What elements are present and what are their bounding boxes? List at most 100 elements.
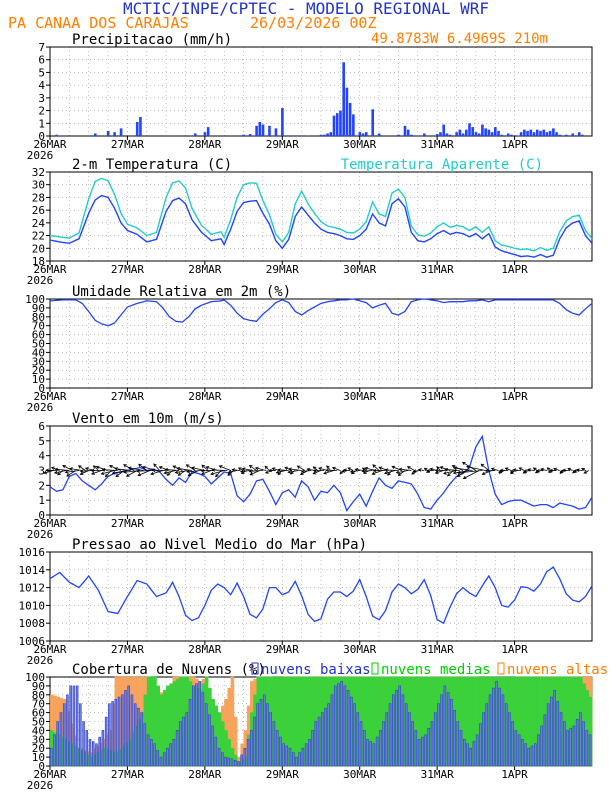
precip-bar bbox=[349, 103, 352, 136]
precip-bar bbox=[323, 135, 326, 136]
wind-vectors bbox=[44, 462, 589, 478]
temp-xtick-label: 29MAR bbox=[266, 263, 299, 276]
precip-bar bbox=[404, 126, 407, 136]
precip-bar bbox=[336, 113, 339, 136]
precip-bar bbox=[581, 135, 584, 136]
wind-ytick-label: 1 bbox=[38, 494, 45, 507]
apparent-temp-line bbox=[50, 178, 592, 250]
cloud-bar bbox=[266, 704, 268, 766]
precip-bar bbox=[497, 131, 500, 136]
cloud-bar bbox=[563, 722, 565, 767]
precip-ytick-label: 4 bbox=[38, 79, 45, 92]
cloud-bar bbox=[302, 748, 304, 766]
cloud-bar bbox=[173, 739, 175, 766]
cloud-bar bbox=[63, 704, 65, 766]
pressure-ytick-label: 1010 bbox=[19, 599, 46, 612]
cloud-bar bbox=[212, 726, 214, 766]
precip-bar bbox=[107, 131, 110, 136]
pressure-xtick-label: 1APR bbox=[501, 643, 528, 656]
cloud-bar bbox=[576, 719, 578, 766]
cloud-bar bbox=[189, 699, 191, 766]
cloud-bar bbox=[502, 695, 504, 766]
precip-bar bbox=[255, 126, 258, 136]
cloud-bar bbox=[325, 708, 327, 766]
cloud-legend-label: nuvens altas bbox=[507, 662, 608, 678]
precip-bar bbox=[352, 114, 355, 136]
cloud-bar bbox=[286, 746, 288, 766]
cloud-bar bbox=[186, 713, 188, 766]
rh-line bbox=[50, 299, 592, 326]
cloud-bar bbox=[112, 701, 114, 766]
temp-xtick-label: 1APR bbox=[501, 263, 528, 276]
precip-xtick-label: 31MAR bbox=[421, 138, 454, 151]
temp-year-label: 2026 bbox=[27, 274, 54, 287]
rh-title: Umidade Relativa em 2m (%) bbox=[72, 284, 291, 300]
precip-bar bbox=[371, 109, 374, 136]
precip-title: Precipitacao (mm/h) bbox=[72, 32, 232, 48]
precip-bar bbox=[530, 130, 533, 136]
pressure-title: Pressao ao Nivel Medio do Mar (hPa) bbox=[72, 537, 367, 553]
cloud-bar bbox=[508, 713, 510, 766]
cloud-bar bbox=[466, 744, 468, 766]
cloud-bar bbox=[447, 693, 449, 766]
location-name: PA CANAA DOS CARAJAS bbox=[8, 14, 189, 32]
temp-ytick-label: 28 bbox=[32, 191, 45, 204]
rh-grid bbox=[50, 299, 592, 388]
rh-xtick-label: 31MAR bbox=[421, 390, 454, 403]
cloud-bar bbox=[437, 704, 439, 766]
cloud-bar bbox=[154, 744, 156, 766]
cloud-bar bbox=[225, 757, 227, 766]
pressure-ytick-label: 1016 bbox=[19, 546, 46, 559]
precip-bar bbox=[478, 133, 481, 136]
precip-xtick-label: 1APR bbox=[501, 138, 528, 151]
precip-ytick-label: 1 bbox=[38, 117, 45, 130]
cloud-bar bbox=[295, 757, 297, 766]
cloud-bar bbox=[218, 748, 220, 766]
precip-bar bbox=[526, 131, 529, 136]
temp-xtick-label: 30MAR bbox=[343, 263, 376, 276]
cloud-bar bbox=[105, 717, 107, 766]
rh-xtick-label: 29MAR bbox=[266, 390, 299, 403]
pressure-grid bbox=[50, 552, 592, 641]
cloud-bar bbox=[205, 704, 207, 766]
cloud-bar bbox=[586, 730, 588, 766]
rh-year-label: 2026 bbox=[27, 401, 54, 414]
cloud-title: Cobertura de Nuvens (%) bbox=[72, 662, 266, 678]
wind-ytick-label: 2 bbox=[38, 479, 45, 492]
cloud-bar bbox=[70, 686, 72, 766]
cloud-bar bbox=[160, 695, 163, 766]
cloud-bar bbox=[195, 684, 197, 766]
cloud-bar bbox=[60, 713, 62, 766]
precip-ytick-label: 3 bbox=[38, 92, 45, 105]
wind-ytick-label: 6 bbox=[38, 420, 45, 433]
cloud-bar bbox=[263, 695, 265, 766]
cloud-bar bbox=[121, 695, 123, 766]
cloud-bar bbox=[321, 713, 323, 766]
cloud-bar bbox=[202, 693, 204, 766]
cloud-bar bbox=[237, 762, 239, 766]
pressure-xtick-label: 29MAR bbox=[266, 643, 299, 656]
precip-ytick-label: 7 bbox=[38, 41, 45, 54]
cloud-bar bbox=[489, 695, 491, 766]
cloud-bar bbox=[383, 722, 385, 767]
cloud-bar bbox=[318, 717, 320, 766]
precip-bar bbox=[494, 127, 497, 136]
precip-bar bbox=[365, 132, 368, 136]
cloud-bar bbox=[170, 744, 172, 766]
wind-xtick-label: 1APR bbox=[501, 517, 528, 530]
temp-ytick-label: 20 bbox=[32, 242, 45, 255]
precip-bar bbox=[520, 132, 523, 136]
precip-bar bbox=[488, 130, 491, 136]
cloud-legend-swatch bbox=[372, 663, 378, 674]
temp-xtick-label: 27MAR bbox=[111, 263, 144, 276]
pressure-line bbox=[50, 567, 592, 623]
